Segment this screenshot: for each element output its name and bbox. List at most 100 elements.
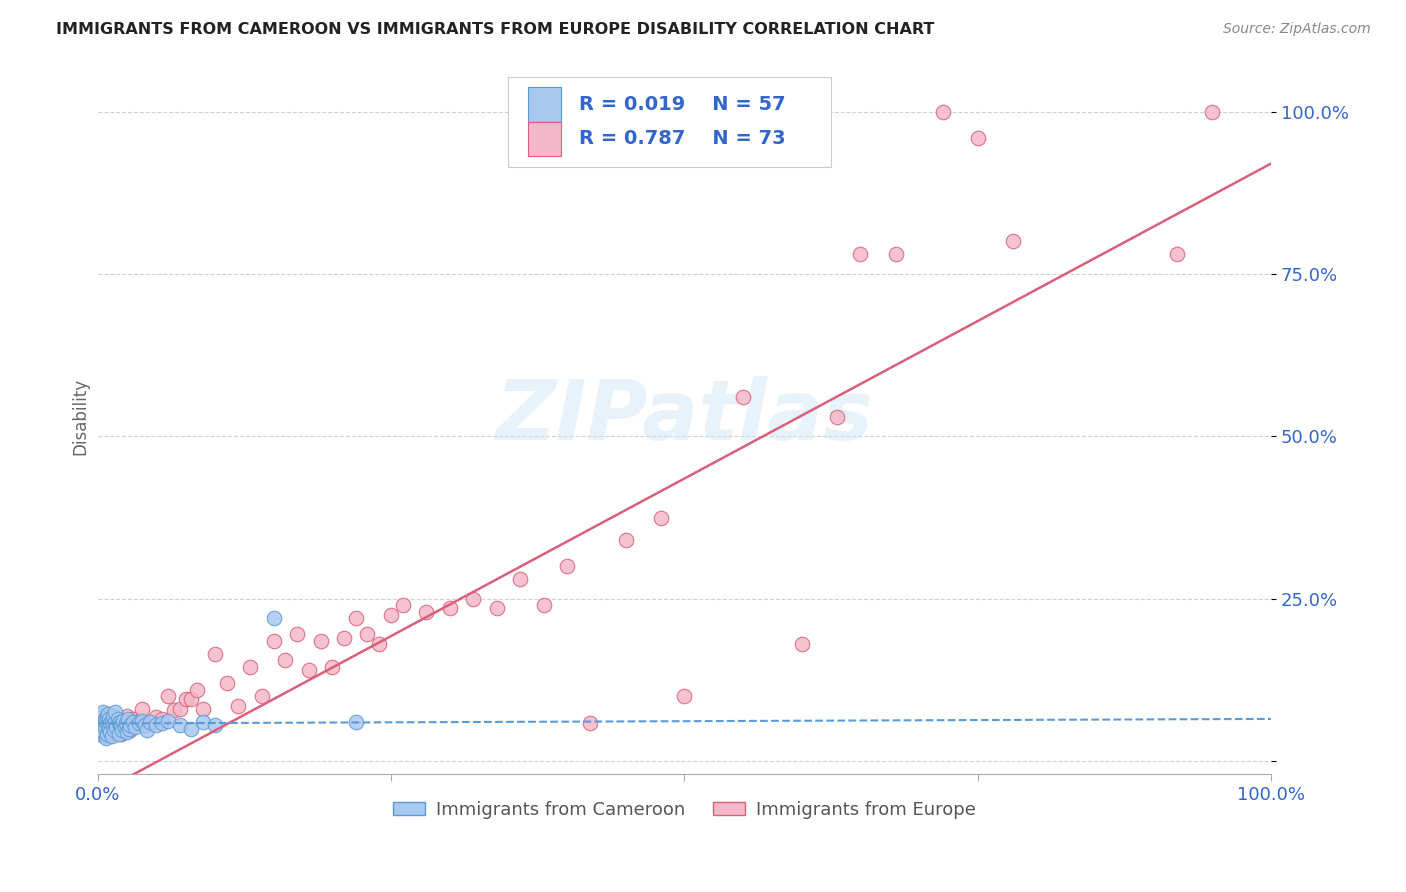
- Point: [94, 730, 117, 744]
- Point: [89, 722, 111, 736]
- FancyBboxPatch shape: [529, 122, 561, 156]
- Point: [673, 689, 696, 703]
- Point: [134, 718, 156, 732]
- Point: [112, 714, 135, 728]
- Point: [111, 723, 134, 737]
- Point: [533, 599, 555, 613]
- Point: [91, 715, 114, 730]
- Text: R = 0.019    N = 57: R = 0.019 N = 57: [579, 95, 786, 114]
- Point: [555, 559, 578, 574]
- Point: [91, 728, 114, 742]
- Point: [731, 390, 754, 404]
- Point: [90, 714, 112, 728]
- Point: [121, 715, 143, 730]
- Point: [156, 714, 179, 728]
- Point: [204, 718, 226, 732]
- Point: [117, 712, 139, 726]
- Point: [139, 715, 162, 730]
- Point: [128, 714, 150, 728]
- Point: [89, 718, 111, 732]
- Point: [931, 104, 953, 119]
- Point: [110, 718, 132, 732]
- Point: [103, 716, 125, 731]
- Point: [150, 716, 173, 731]
- Text: R = 0.787    N = 73: R = 0.787 N = 73: [579, 129, 786, 148]
- Point: [1166, 247, 1188, 261]
- Point: [93, 706, 115, 720]
- Point: [107, 716, 129, 731]
- Point: [263, 611, 285, 625]
- Point: [107, 712, 129, 726]
- Point: [104, 715, 127, 730]
- Point: [96, 720, 118, 734]
- Point: [309, 634, 332, 648]
- Point: [98, 712, 121, 726]
- Point: [368, 637, 391, 651]
- Point: [145, 718, 167, 732]
- Point: [145, 710, 167, 724]
- Point: [193, 715, 215, 730]
- Point: [100, 712, 122, 726]
- Point: [120, 723, 142, 737]
- Point: [250, 689, 273, 703]
- Point: [90, 723, 112, 737]
- Point: [509, 572, 531, 586]
- Point: [274, 653, 297, 667]
- Point: [108, 715, 131, 730]
- Point: [169, 718, 191, 732]
- Y-axis label: Disability: Disability: [72, 378, 89, 456]
- Point: [96, 727, 118, 741]
- Point: [105, 712, 128, 726]
- Point: [344, 715, 367, 730]
- Point: [131, 702, 153, 716]
- Point: [94, 731, 117, 746]
- Point: [180, 692, 202, 706]
- Point: [101, 727, 124, 741]
- Point: [380, 607, 402, 622]
- Point: [1001, 235, 1024, 249]
- Point: [333, 631, 356, 645]
- Point: [263, 634, 285, 648]
- Point: [105, 720, 128, 734]
- Point: [614, 533, 637, 548]
- Point: [101, 718, 124, 732]
- Point: [849, 247, 872, 261]
- Point: [91, 708, 114, 723]
- Point: [650, 510, 672, 524]
- Point: [93, 712, 115, 726]
- Point: [97, 718, 120, 732]
- Point: [100, 714, 122, 728]
- Point: [112, 718, 135, 732]
- Point: [118, 722, 141, 736]
- Point: [93, 716, 115, 731]
- Legend: Immigrants from Cameroon, Immigrants from Europe: Immigrants from Cameroon, Immigrants fro…: [385, 793, 983, 826]
- Point: [150, 712, 173, 726]
- Point: [93, 720, 115, 734]
- Point: [101, 708, 124, 723]
- Point: [103, 723, 125, 737]
- Text: Source: ZipAtlas.com: Source: ZipAtlas.com: [1223, 22, 1371, 37]
- Point: [94, 715, 117, 730]
- Point: [97, 707, 120, 722]
- Point: [344, 611, 367, 625]
- Point: [204, 647, 226, 661]
- Point: [100, 716, 122, 731]
- Point: [100, 725, 122, 739]
- Point: [96, 710, 118, 724]
- Point: [100, 730, 122, 744]
- Point: [115, 725, 138, 739]
- Point: [93, 725, 115, 739]
- Point: [114, 720, 136, 734]
- Point: [285, 627, 308, 641]
- Point: [884, 247, 907, 261]
- Point: [98, 722, 121, 736]
- Point: [163, 703, 186, 717]
- Point: [415, 605, 437, 619]
- Point: [966, 130, 988, 145]
- Point: [114, 716, 136, 731]
- Point: [790, 637, 813, 651]
- Point: [215, 676, 238, 690]
- Text: IMMIGRANTS FROM CAMEROON VS IMMIGRANTS FROM EUROPE DISABILITY CORRELATION CHART: IMMIGRANTS FROM CAMEROON VS IMMIGRANTS F…: [56, 22, 935, 37]
- Point: [107, 715, 129, 730]
- Point: [110, 727, 132, 741]
